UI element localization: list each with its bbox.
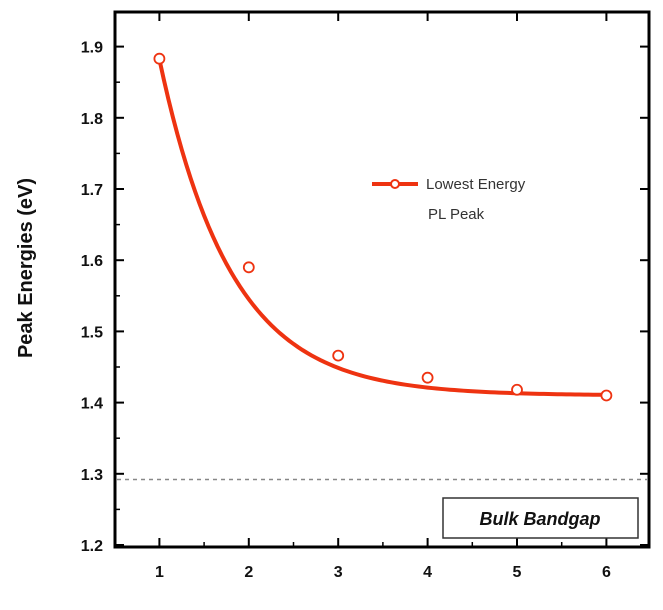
y-tick-label: 1.8: [81, 111, 103, 128]
y-tick-label: 1.4: [81, 396, 103, 413]
data-point: [600, 389, 613, 402]
y-tick-label: 1.7: [81, 182, 103, 199]
data-point: [421, 371, 434, 384]
x-tick-label: 1: [155, 564, 164, 581]
bulk-bandgap-box: [442, 497, 639, 539]
y-tick-label: 1.9: [81, 40, 103, 57]
series-fit-curve: [157, 57, 609, 397]
x-tick-label: 6: [602, 564, 611, 581]
y-tick-label: 1.3: [81, 467, 103, 484]
y-tick-label: 1.2: [81, 538, 103, 555]
x-tick-label: 3: [334, 564, 343, 581]
x-tick-label: 2: [244, 564, 253, 581]
legend-marker-swatch: [390, 179, 400, 189]
bulk-bandgap-annotation: Bulk Bandgap: [442, 497, 639, 539]
legend-label-line-1: Lowest Energy: [426, 176, 526, 193]
x-tick-label: 4: [423, 564, 432, 581]
y-axis-title: Peak Energies (eV): [15, 178, 37, 358]
plot-area-frame: [113, 10, 651, 549]
legend-label-line-2: PL Peak: [428, 206, 485, 223]
y-axis-ticks: 1.2 1.3 1.4 1.5 1.6 1.7 1.8 1.9: [81, 40, 649, 555]
data-point: [332, 349, 345, 362]
x-tick-label: 5: [513, 564, 522, 581]
x-axis-ticks: 1 2 3 4 5 6: [155, 12, 611, 581]
data-point: [153, 52, 166, 65]
series-markers: [153, 52, 613, 402]
y-tick-label: 1.6: [81, 253, 103, 270]
data-point: [511, 383, 523, 396]
data-point: [242, 261, 255, 274]
y-tick-label: 1.5: [81, 324, 103, 341]
bulk-bandgap-label: Bulk Bandgap: [479, 509, 600, 529]
legend: Lowest Energy PL Peak: [372, 176, 526, 223]
